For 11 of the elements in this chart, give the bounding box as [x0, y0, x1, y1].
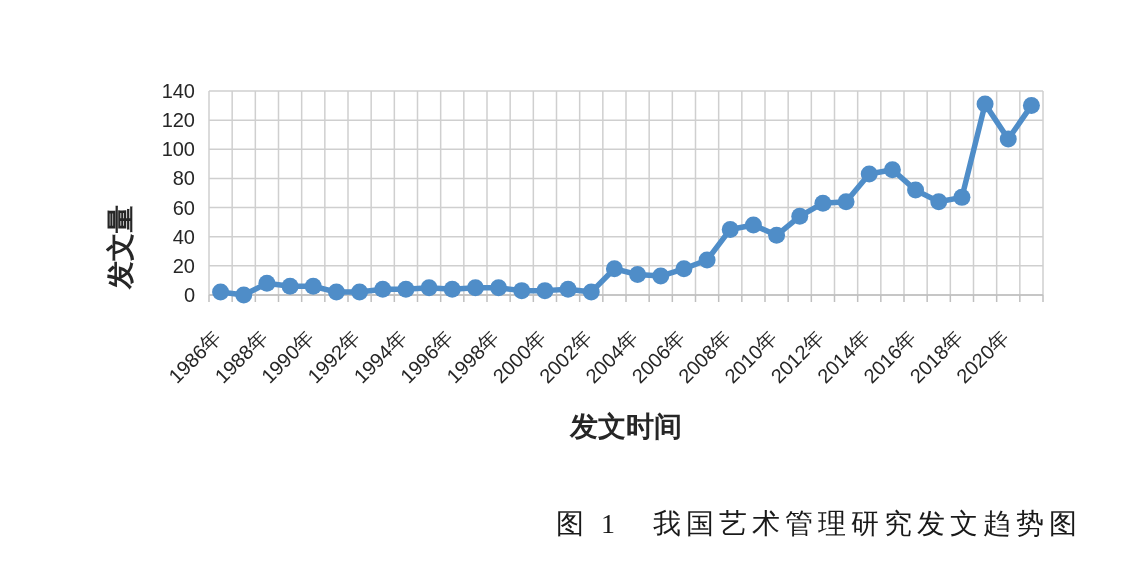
y-tick-label: 40	[172, 225, 195, 248]
x-axis-title: 发文时间	[570, 411, 682, 442]
y-tick-label: 100	[161, 138, 195, 161]
y-tick-label: 80	[172, 167, 195, 190]
y-tick-label: 0	[183, 284, 195, 306]
caption: 图 1 我国艺术管理研究发文趋势图	[556, 508, 1082, 539]
y-tick-label: 120	[161, 109, 195, 132]
y-tick-label: 140	[161, 80, 195, 102]
y-tick-label: 60	[172, 196, 195, 219]
y-axis-title: 发文量	[105, 205, 136, 289]
y-tick-label: 20	[172, 254, 195, 277]
